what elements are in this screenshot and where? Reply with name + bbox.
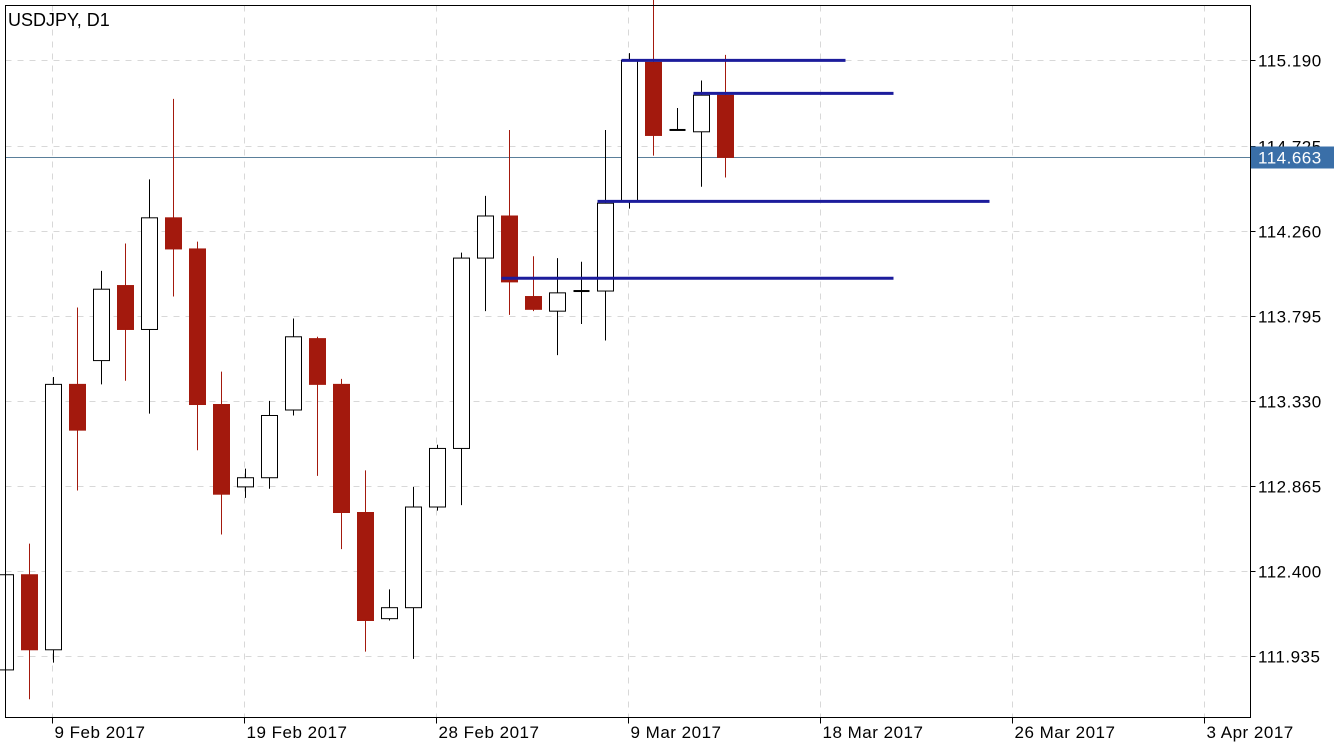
candle <box>93 270 110 385</box>
candle <box>165 98 182 297</box>
candle <box>21 543 38 700</box>
candle <box>45 377 62 663</box>
candle-body <box>429 447 446 508</box>
candle-body <box>477 215 494 259</box>
candle-body <box>261 414 278 479</box>
x-tick-label: 19 Feb 2017 <box>247 723 348 742</box>
candle <box>237 468 254 498</box>
candle-body <box>717 94 734 158</box>
candle-body <box>165 217 182 250</box>
candle <box>429 444 446 511</box>
axes: 115.190114.725114.260113.795113.330112.8… <box>52 52 1334 742</box>
candle-body <box>189 248 206 406</box>
candle-body <box>405 506 422 609</box>
candle-body <box>237 477 254 488</box>
candle <box>477 195 494 312</box>
candle-body <box>117 285 134 330</box>
candle-body <box>549 292 566 312</box>
candle-body <box>141 217 158 330</box>
y-tick-label: 112.865 <box>1258 478 1322 497</box>
candle-body <box>309 338 326 385</box>
candle <box>285 318 302 416</box>
candle <box>693 80 710 187</box>
candle <box>669 107 686 131</box>
candle <box>549 258 566 356</box>
candle <box>69 307 86 491</box>
candle-body <box>597 202 614 292</box>
candle-body <box>525 296 542 310</box>
candle <box>501 129 518 315</box>
x-tick-label: 9 Mar 2017 <box>631 723 722 742</box>
candle-body <box>0 574 14 671</box>
candle-body <box>693 94 710 133</box>
candle <box>141 179 158 414</box>
candle <box>453 252 470 506</box>
candle <box>261 400 278 489</box>
y-tick-label: 115.190 <box>1258 52 1322 71</box>
candle-body <box>93 288 110 362</box>
candle <box>645 0 662 156</box>
candle-body <box>357 512 374 621</box>
candle <box>309 336 326 476</box>
x-tick-label: 3 Apr 2017 <box>1207 723 1294 742</box>
x-tick-label: 18 Mar 2017 <box>823 723 924 742</box>
candle <box>357 470 374 652</box>
y-tick-label: 113.330 <box>1258 393 1322 412</box>
candle <box>621 53 638 209</box>
candle <box>525 256 542 312</box>
candle-body <box>333 383 350 514</box>
candle <box>189 241 206 451</box>
candle-body <box>213 404 230 495</box>
candle-body <box>501 215 518 283</box>
candle <box>381 589 398 621</box>
candle <box>0 574 14 671</box>
candle-body <box>645 61 662 136</box>
candle-body <box>45 383 62 651</box>
chart-title: USDJPY, D1 <box>8 10 110 30</box>
candle-body <box>453 257 470 449</box>
candle <box>597 129 614 341</box>
candle-body <box>69 383 86 431</box>
x-tick-label: 9 Feb 2017 <box>55 723 146 742</box>
y-tick-label: 114.260 <box>1258 223 1322 242</box>
candle-body <box>621 59 638 202</box>
candle-body <box>381 607 398 620</box>
candle <box>573 261 590 324</box>
candle <box>405 486 422 659</box>
candle <box>333 378 350 550</box>
y-tick-label: 113.795 <box>1258 308 1322 327</box>
x-tick-label: 26 Mar 2017 <box>1015 723 1116 742</box>
candle-body <box>285 336 302 411</box>
candles <box>0 0 734 700</box>
horizontal-levels <box>501 58 990 280</box>
candle <box>717 54 734 178</box>
current-price-label: 114.663 <box>1258 149 1322 168</box>
y-tick-label: 112.400 <box>1258 563 1322 582</box>
candle-body <box>21 574 38 651</box>
current-price-badge <box>1251 146 1334 169</box>
x-tick-label: 28 Feb 2017 <box>439 723 540 742</box>
y-tick-label: 111.935 <box>1258 648 1320 667</box>
candle <box>213 371 230 535</box>
candle <box>117 243 134 381</box>
